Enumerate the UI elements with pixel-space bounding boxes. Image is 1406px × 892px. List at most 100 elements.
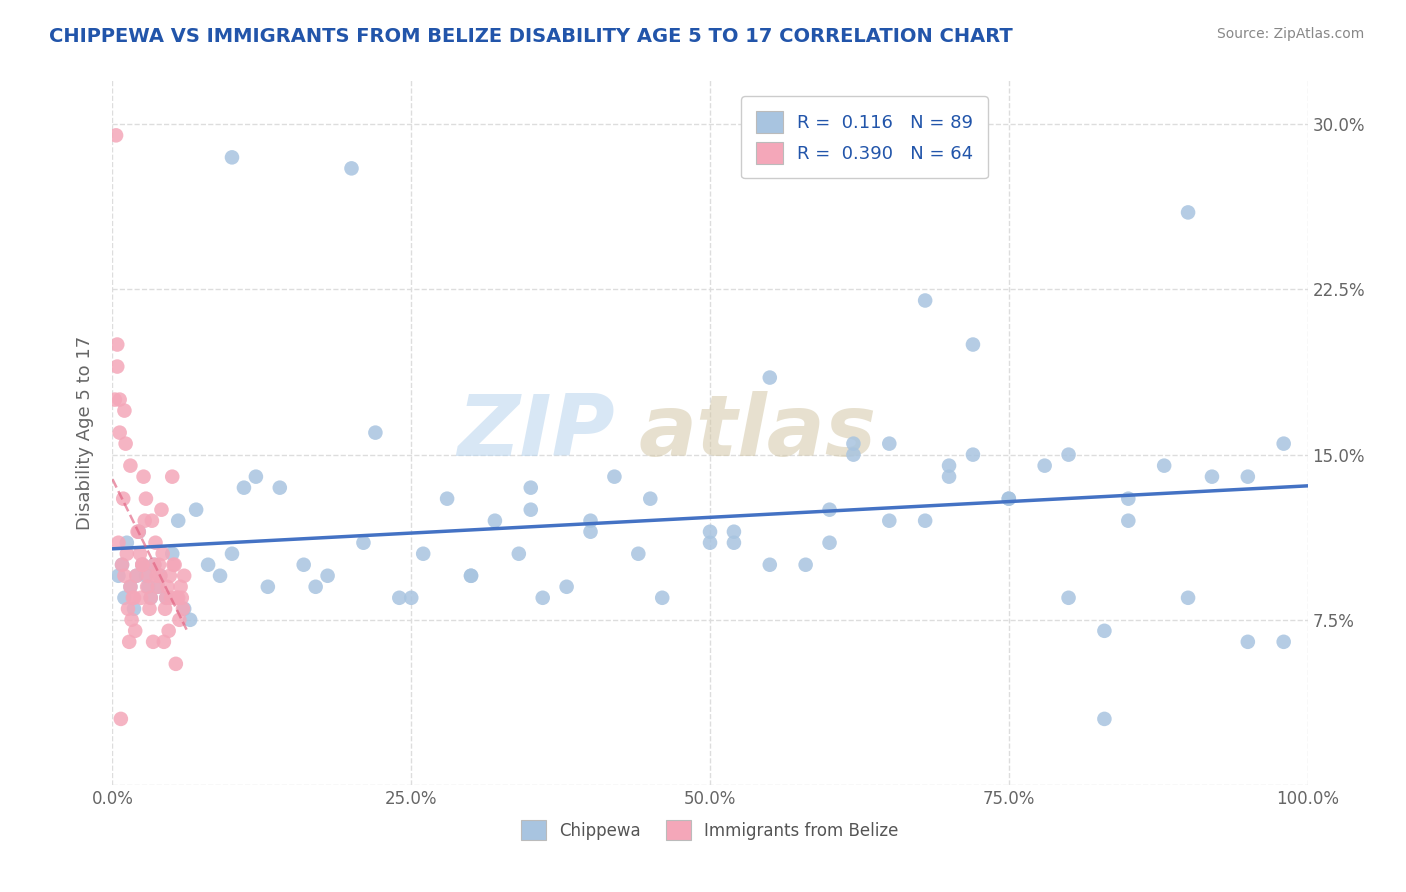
- Point: [484, 514, 506, 528]
- Point: [117, 601, 139, 615]
- Point: [114, 591, 135, 605]
- Point: [179, 613, 201, 627]
- Point: [162, 469, 183, 483]
- Point: [156, 580, 179, 594]
- Point: [121, 591, 143, 605]
- Point: [138, 580, 160, 594]
- Point: [129, 547, 152, 561]
- Point: [138, 568, 160, 582]
- Point: [508, 547, 530, 561]
- Point: [914, 293, 936, 308]
- Point: [111, 558, 134, 572]
- Point: [131, 558, 153, 572]
- Point: [142, 635, 165, 649]
- Point: [128, 524, 150, 539]
- Point: [759, 370, 782, 384]
- Point: [145, 535, 167, 549]
- Point: [114, 403, 135, 417]
- Point: [135, 568, 157, 582]
- Point: [460, 568, 482, 582]
- Point: [316, 568, 339, 582]
- Point: [388, 591, 411, 605]
- Point: [1237, 635, 1260, 649]
- Point: [108, 392, 131, 407]
- Point: [1118, 514, 1140, 528]
- Point: [221, 150, 243, 164]
- Point: [141, 514, 163, 528]
- Text: CHIPPEWA VS IMMIGRANTS FROM BELIZE DISABILITY AGE 5 TO 17 CORRELATION CHART: CHIPPEWA VS IMMIGRANTS FROM BELIZE DISAB…: [49, 27, 1012, 45]
- Text: ZIP: ZIP: [457, 391, 614, 475]
- Point: [146, 580, 169, 594]
- Point: [152, 547, 174, 561]
- Point: [114, 436, 136, 450]
- Point: [157, 624, 180, 638]
- Point: [759, 558, 782, 572]
- Point: [136, 580, 159, 594]
- Point: [122, 601, 145, 615]
- Point: [723, 524, 745, 539]
- Point: [143, 558, 166, 572]
- Point: [122, 591, 145, 605]
- Point: [640, 491, 662, 506]
- Point: [818, 535, 841, 549]
- Point: [723, 535, 745, 549]
- Point: [134, 514, 156, 528]
- Point: [146, 580, 169, 594]
- Text: atlas: atlas: [638, 391, 876, 475]
- Point: [842, 448, 865, 462]
- Point: [209, 568, 232, 582]
- Point: [1057, 591, 1080, 605]
- Point: [121, 613, 143, 627]
- Point: [794, 558, 817, 572]
- Point: [1272, 436, 1295, 450]
- Point: [173, 601, 195, 615]
- Point: [1177, 591, 1199, 605]
- Point: [120, 580, 142, 594]
- Text: Source: ZipAtlas.com: Source: ZipAtlas.com: [1216, 27, 1364, 41]
- Point: [998, 491, 1021, 506]
- Point: [118, 635, 141, 649]
- Point: [340, 161, 363, 176]
- Point: [1153, 458, 1175, 473]
- Point: [128, 524, 150, 539]
- Point: [124, 624, 146, 638]
- Point: [436, 491, 458, 506]
- Point: [257, 580, 280, 594]
- Point: [412, 547, 434, 561]
- Point: [579, 514, 602, 528]
- Point: [879, 514, 901, 528]
- Point: [879, 436, 901, 450]
- Point: [169, 580, 191, 594]
- Point: [197, 558, 219, 572]
- Point: [148, 558, 170, 572]
- Point: [699, 535, 721, 549]
- Point: [1118, 491, 1140, 506]
- Point: [460, 568, 482, 582]
- Point: [520, 481, 543, 495]
- Point: [173, 568, 195, 582]
- Point: [115, 547, 138, 561]
- Point: [135, 491, 157, 506]
- Point: [555, 580, 578, 594]
- Point: [159, 568, 181, 582]
- Point: [163, 558, 186, 572]
- Point: [112, 491, 135, 506]
- Point: [579, 524, 602, 539]
- Point: [131, 558, 153, 572]
- Point: [107, 568, 129, 582]
- Point: [145, 568, 167, 582]
- Point: [962, 337, 984, 351]
- Point: [1237, 469, 1260, 483]
- Point: [105, 337, 128, 351]
- Point: [149, 568, 172, 582]
- Point: [603, 469, 626, 483]
- Point: [166, 591, 188, 605]
- Point: [520, 502, 543, 516]
- Point: [305, 580, 328, 594]
- Point: [139, 591, 162, 605]
- Point: [105, 359, 128, 374]
- Point: [115, 535, 138, 549]
- Point: [401, 591, 423, 605]
- Point: [127, 524, 149, 539]
- Point: [110, 712, 132, 726]
